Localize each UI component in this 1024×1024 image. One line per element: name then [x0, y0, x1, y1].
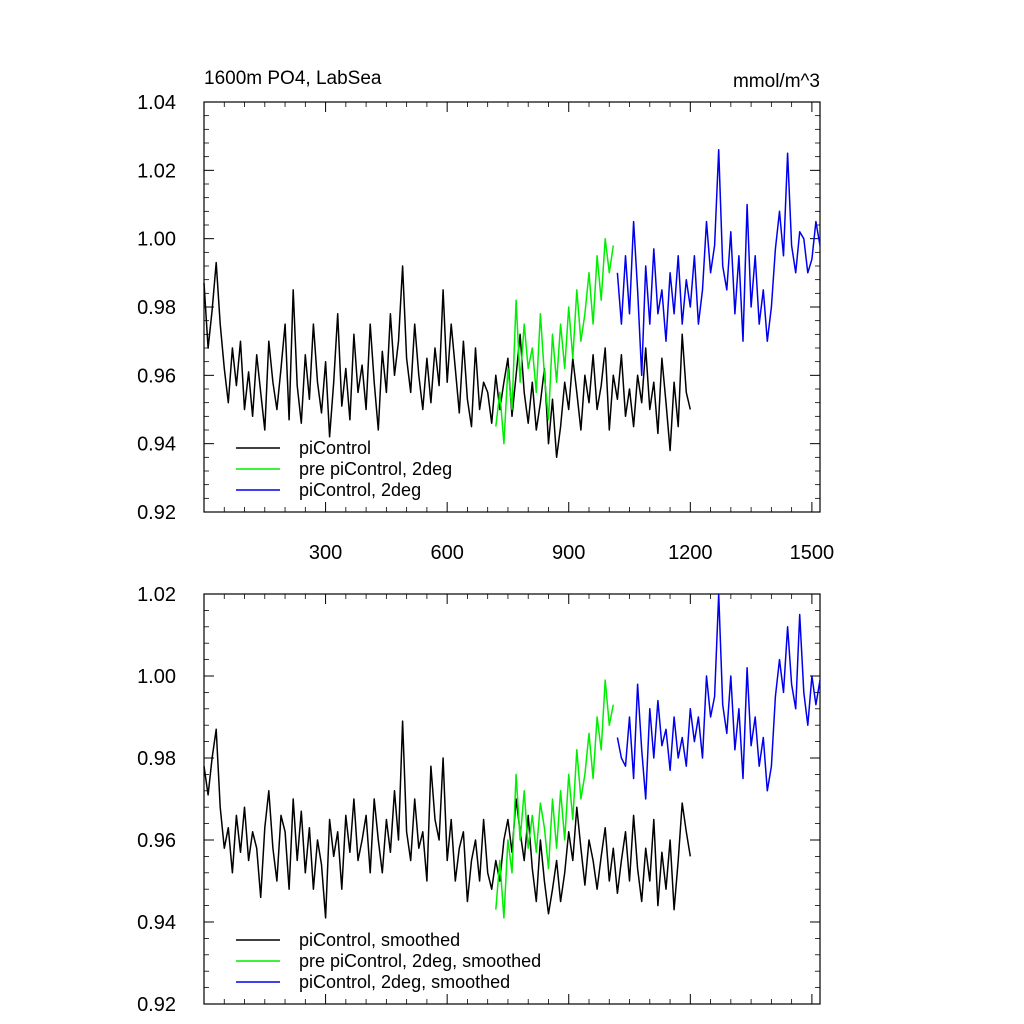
- legend-label-0: piControl: [299, 438, 371, 458]
- y-tick-label: 1.02: [137, 584, 176, 606]
- series-line-0: [203, 261, 692, 459]
- series-line-0: [203, 720, 692, 919]
- plot-frame: [203, 593, 821, 1005]
- y-tick-label: 0.92: [137, 994, 176, 1016]
- series-line-2: [616, 593, 821, 800]
- legend-label-1: pre piControl, 2deg: [299, 459, 452, 479]
- y-tick-label: 0.94: [137, 912, 176, 934]
- legend-label-2: piControl, 2deg: [299, 480, 421, 500]
- plot-frame: [203, 101, 821, 513]
- series-line-1: [495, 679, 615, 919]
- y-tick-label: 0.96: [137, 365, 176, 387]
- units-label: mmol/m^3: [733, 71, 820, 92]
- series-line-1: [495, 237, 615, 445]
- legend-label-1: pre piControl, 2deg, smoothed: [299, 951, 541, 971]
- x-tick-label: 900: [552, 542, 585, 564]
- y-tick-label: 0.98: [137, 748, 176, 770]
- x-tick-label: 600: [430, 542, 463, 564]
- x-tick-label: 1200: [668, 542, 713, 564]
- series-line-2: [616, 149, 821, 377]
- x-tick-label: 1500: [790, 542, 835, 564]
- y-tick-label: 1.00: [137, 666, 176, 688]
- y-tick-label: 0.94: [137, 434, 176, 456]
- y-tick-label: 1.04: [137, 92, 176, 114]
- legend-label-2: piControl, 2deg, smoothed: [299, 972, 510, 992]
- chart-title: 1600m PO4, LabSea: [204, 68, 382, 89]
- y-tick-label: 1.02: [137, 160, 176, 182]
- top-panel: 1600m PO4, LabSea mmol/m^3 0.92 0.94 0.96 0…: [137, 68, 834, 564]
- y-tick-label: 0.96: [137, 830, 176, 852]
- x-tick-label: 300: [309, 542, 342, 564]
- y-tick-label: 0.92: [137, 502, 176, 524]
- legend-label-0: piControl, smoothed: [299, 930, 460, 950]
- bottom-panel: 0.92 0.94 0.96 0.98 1.00 1.02 piControl, smoot…: [137, 584, 821, 1016]
- y-tick-label: 1.00: [137, 229, 176, 251]
- y-tick-label: 0.98: [137, 297, 176, 319]
